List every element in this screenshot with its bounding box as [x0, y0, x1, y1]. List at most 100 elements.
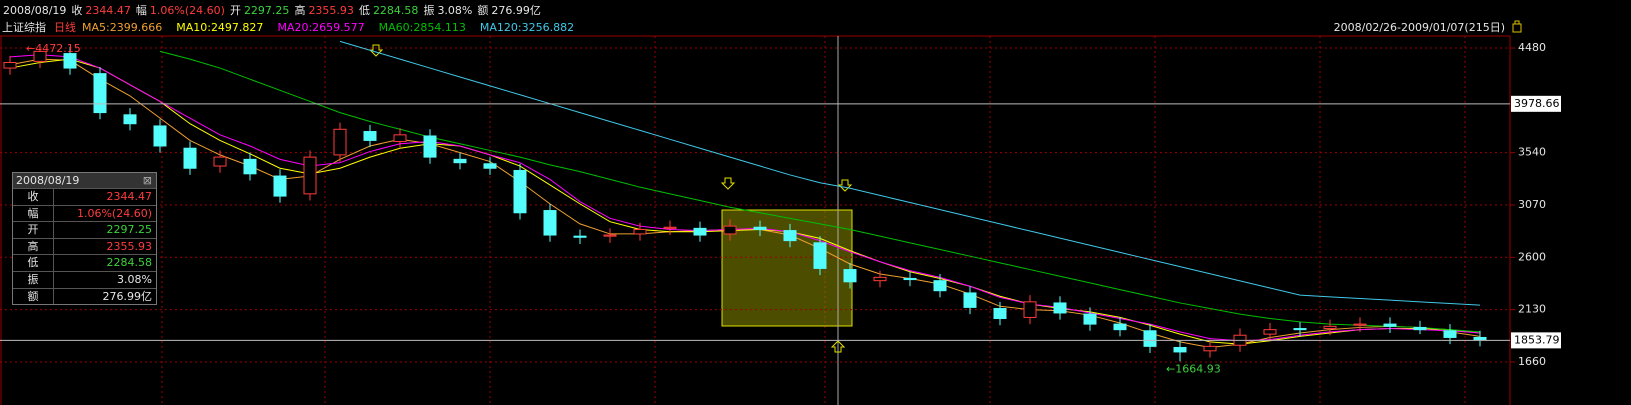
quote-label: 收 — [71, 4, 83, 17]
info-value: 3.08% — [117, 272, 152, 286]
candle-body — [1383, 323, 1397, 327]
info-label: 额 — [13, 288, 54, 305]
candle-body — [573, 235, 587, 238]
date-range: 2008/02/26-2009/01/07(215日) — [1334, 21, 1505, 34]
quote-label: 额 — [477, 4, 489, 17]
candle-body — [603, 234, 617, 237]
candle-body — [1323, 325, 1337, 330]
candle-body — [843, 269, 857, 283]
candle-body — [693, 227, 707, 236]
close-icon[interactable]: ⊠ — [142, 174, 152, 187]
legend-entry: MA10:2497.827 — [176, 21, 263, 34]
info-value: 2284.58 — [106, 256, 153, 270]
candle-body — [1293, 328, 1307, 331]
info-value: 2344.47 — [106, 190, 153, 203]
candle-body — [363, 131, 377, 141]
legend-entry: MA60:2854.113 — [379, 21, 466, 34]
candle-body — [243, 158, 257, 175]
quote-label: 振 — [423, 4, 435, 17]
info-row: 收 2344.47 — [13, 188, 156, 205]
quote-value: 3.08% — [437, 4, 473, 17]
candle-body — [1353, 323, 1367, 326]
y-tick-label: 1660 — [1518, 355, 1546, 368]
arrow-icon — [720, 177, 736, 190]
y-tick-label: 4480 — [1518, 41, 1546, 54]
info-date: 2008/08/19 — [16, 174, 80, 187]
candle-body — [1203, 345, 1217, 352]
quote-value: 1.06%(24.60) — [149, 4, 225, 17]
candle-body — [1023, 301, 1037, 318]
info-row: 幅 1.06%(24.60) — [13, 204, 156, 222]
candle-body — [123, 114, 137, 125]
quote-value: 2284.58 — [372, 4, 419, 17]
extreme-label: ←1664.93 — [1166, 362, 1221, 375]
candle-body — [723, 225, 737, 235]
ma-line — [159, 50, 1481, 333]
quote-value: 2355.93 — [308, 4, 354, 17]
crosshair-label: 1853.79 — [1514, 333, 1560, 346]
info-label: 振 — [13, 271, 54, 288]
quote-value: 2344.47 — [85, 4, 131, 17]
y-tick-label: 3540 — [1518, 146, 1546, 159]
info-label: 低 — [13, 255, 54, 271]
crosshair-label-box — [1511, 332, 1561, 349]
quote-label: 低 — [358, 4, 370, 17]
quote-value: 276.99亿 — [491, 4, 541, 17]
candle-body — [63, 53, 77, 69]
candle-body — [1143, 330, 1157, 347]
candle-body — [1083, 313, 1097, 325]
candle-body — [993, 308, 1007, 320]
info-label: 幅 — [13, 205, 54, 222]
candle-body — [423, 135, 437, 158]
candle-body — [963, 292, 977, 308]
candle-body — [513, 169, 527, 214]
info-title: 2008/08/19 ⊠ — [13, 173, 156, 188]
index-name: 上证综指 — [2, 20, 46, 34]
info-value: 276.99亿 — [102, 289, 153, 303]
candle-body — [543, 210, 557, 236]
info-row: 额 276.99亿 — [13, 287, 156, 305]
legend-entry: MA5:2399.666 — [82, 21, 162, 34]
candle-body — [633, 228, 647, 235]
crosshair-label-box — [1511, 95, 1561, 112]
candle-body — [393, 134, 407, 143]
info-value: 1.06%(24.60) — [76, 206, 152, 220]
candle-body — [783, 230, 797, 242]
quote-value: 2297.25 — [243, 4, 290, 17]
info-value: 2355.93 — [106, 239, 153, 253]
quote-label: 幅 — [135, 4, 147, 17]
info-row: 低 2284.58 — [13, 254, 156, 271]
candle-body — [333, 128, 347, 156]
selection-box — [721, 209, 853, 327]
candle-body — [1413, 326, 1427, 331]
candle-body — [813, 242, 827, 269]
candle-body — [903, 277, 917, 281]
candle-body — [1173, 346, 1187, 353]
candle-body — [1263, 329, 1277, 335]
candle-body — [183, 147, 197, 169]
info-label: 收 — [13, 189, 54, 205]
info-label: 开 — [13, 222, 54, 238]
crosshair-label: 3978.66 — [1514, 97, 1560, 110]
candle-body — [873, 276, 887, 282]
candle-body — [933, 280, 947, 292]
info-row: 振 3.08% — [13, 270, 156, 288]
candle-body — [753, 226, 767, 230]
candle-body — [213, 156, 227, 167]
v-grid — [161, 36, 1466, 405]
info-row: 开 2297.25 — [13, 221, 156, 238]
info-label: 高 — [13, 238, 54, 255]
candle-body — [1053, 302, 1067, 314]
quote-label: 高 — [294, 4, 306, 17]
extreme-label: ←4472.15 — [26, 42, 81, 55]
info-row: 高 2355.93 — [13, 237, 156, 255]
period: 日线 — [54, 20, 76, 34]
candle-body — [93, 73, 107, 114]
lock-icon[interactable] — [1512, 20, 1522, 33]
legend-entry: MA120:3256.882 — [480, 21, 574, 34]
y-tick-label: 2600 — [1518, 250, 1546, 263]
quote-date: 2008/08/19 — [3, 4, 67, 17]
